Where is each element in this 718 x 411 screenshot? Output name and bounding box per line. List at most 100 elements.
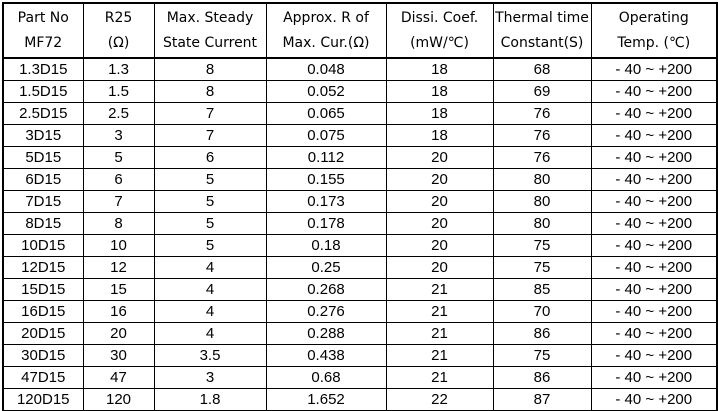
cell-part-no: 15D15 xyxy=(2,278,84,301)
table-row: 2.5D15 2.5 7 0.065 18 76- 40 ~ +200 xyxy=(2,102,718,125)
cell-approx-r-max-cur: 0.065 xyxy=(265,102,387,125)
cell-max-steady-current: 4 xyxy=(153,322,267,345)
cell-thermal-time-constant: 68 xyxy=(492,57,592,81)
cell-part-no: 7D15 xyxy=(2,190,84,213)
column-header-part-no: Part No MF72 xyxy=(2,2,84,59)
cell-r25: 3 xyxy=(82,124,155,147)
header-row: Part No MF72 R25 (Ω) Max. Steady State Curren… xyxy=(2,2,718,59)
cell-r25: 15 xyxy=(82,278,155,301)
cell-approx-r-max-cur: 0.268 xyxy=(265,278,387,301)
table-row: 30D15 30 3.5 0.438 21 75- 40 ~ +200 xyxy=(2,344,718,367)
cell-r25: 20 xyxy=(82,322,155,345)
cell-operating-temp: - 40 ~ +200 xyxy=(590,366,718,389)
cell-operating-temp: - 40 ~ +200 xyxy=(590,300,718,323)
cell-max-steady-current: 3 xyxy=(153,366,267,389)
cell-dissi-coef: 20 xyxy=(385,256,494,279)
table-row: 3D15 3 7 0.075 18 76- 40 ~ +200 xyxy=(2,124,718,147)
cell-dissi-coef: 21 xyxy=(385,366,494,389)
column-header-part-no-line1: Part No xyxy=(17,9,69,26)
cell-operating-temp: - 40 ~ +200 xyxy=(590,388,718,411)
cell-operating-temp: - 40 ~ +200 xyxy=(590,278,718,301)
cell-max-steady-current: 8 xyxy=(153,80,267,103)
cell-part-no: 1.5D15 xyxy=(2,80,84,103)
cell-part-no: 16D15 xyxy=(2,300,84,323)
column-header-thermal-time-constant-line1: Thermal time xyxy=(495,9,589,26)
table-row: 1.3D15 1.3 8 0.048 18 68- 40 ~ +200 xyxy=(2,57,718,81)
column-header-max-steady-current-line1: Max. Steady xyxy=(166,9,254,26)
cell-r25: 7 xyxy=(82,190,155,213)
table-row: 20D15 20 4 0.288 21 86- 40 ~ +200 xyxy=(2,322,718,345)
cell-max-steady-current: 6 xyxy=(153,146,267,169)
column-header-dissi-coef-line1: Dissi. Coef. xyxy=(400,9,479,26)
cell-dissi-coef: 18 xyxy=(385,57,494,81)
cell-dissi-coef: 21 xyxy=(385,278,494,301)
cell-max-steady-current: 5 xyxy=(153,212,267,235)
cell-r25: 6 xyxy=(82,168,155,191)
column-header-dissi-coef: Dissi. Coef. (mW/℃) xyxy=(385,2,494,59)
cell-r25: 8 xyxy=(82,212,155,235)
cell-operating-temp: - 40 ~ +200 xyxy=(590,124,718,147)
cell-operating-temp: - 40 ~ +200 xyxy=(590,234,718,257)
cell-part-no: 20D15 xyxy=(2,322,84,345)
cell-max-steady-current: 1.8 xyxy=(153,388,267,411)
table-row: 7D15 7 5 0.173 20 80- 40 ~ +200 xyxy=(2,190,718,213)
cell-approx-r-max-cur: 0.052 xyxy=(265,80,387,103)
cell-thermal-time-constant: 80 xyxy=(492,190,592,213)
cell-operating-temp: - 40 ~ +200 xyxy=(590,322,718,345)
table-row: 1.5D15 1.5 8 0.052 18 69- 40 ~ +200 xyxy=(2,80,718,103)
cell-thermal-time-constant: 70 xyxy=(492,300,592,323)
cell-approx-r-max-cur: 0.075 xyxy=(265,124,387,147)
cell-thermal-time-constant: 75 xyxy=(492,256,592,279)
cell-max-steady-current: 8 xyxy=(153,57,267,81)
column-header-r25-line1: R25 xyxy=(104,9,133,26)
table-row: 5D15 5 6 0.112 20 76- 40 ~ +200 xyxy=(2,146,718,169)
cell-approx-r-max-cur: 0.048 xyxy=(265,57,387,81)
cell-max-steady-current: 7 xyxy=(153,124,267,147)
column-header-operating-temp: Operating Temp. (℃) xyxy=(590,2,718,59)
cell-approx-r-max-cur: 0.25 xyxy=(265,256,387,279)
cell-part-no: 3D15 xyxy=(2,124,84,147)
cell-operating-temp: - 40 ~ +200 xyxy=(590,190,718,213)
cell-r25: 10 xyxy=(82,234,155,257)
cell-thermal-time-constant: 76 xyxy=(492,102,592,125)
cell-r25: 12 xyxy=(82,256,155,279)
cell-approx-r-max-cur: 0.438 xyxy=(265,344,387,367)
cell-operating-temp: - 40 ~ +200 xyxy=(590,344,718,367)
cell-r25: 1.5 xyxy=(82,80,155,103)
cell-max-steady-current: 5 xyxy=(153,190,267,213)
table-row: 6D15 6 5 0.155 20 80- 40 ~ +200 xyxy=(2,168,718,191)
cell-max-steady-current: 5 xyxy=(153,168,267,191)
cell-max-steady-current: 4 xyxy=(153,300,267,323)
cell-part-no: 47D15 xyxy=(2,366,84,389)
cell-dissi-coef: 21 xyxy=(385,322,494,345)
cell-max-steady-current: 3.5 xyxy=(153,344,267,367)
cell-max-steady-current: 4 xyxy=(153,278,267,301)
cell-part-no: 8D15 xyxy=(2,212,84,235)
cell-r25: 16 xyxy=(82,300,155,323)
cell-r25: 120 xyxy=(82,388,155,411)
cell-thermal-time-constant: 80 xyxy=(492,212,592,235)
cell-r25: 1.3 xyxy=(82,57,155,81)
cell-approx-r-max-cur: 1.652 xyxy=(265,388,387,411)
column-header-approx-r-max-cur-line2: Max. Cur.(Ω) xyxy=(282,34,370,51)
cell-dissi-coef: 18 xyxy=(385,102,494,125)
table-row: 8D15 8 5 0.178 20 80- 40 ~ +200 xyxy=(2,212,718,235)
cell-operating-temp: - 40 ~ +200 xyxy=(590,80,718,103)
cell-thermal-time-constant: 86 xyxy=(492,322,592,345)
cell-thermal-time-constant: 75 xyxy=(492,344,592,367)
cell-approx-r-max-cur: 0.112 xyxy=(265,146,387,169)
cell-part-no: 5D15 xyxy=(2,146,84,169)
cell-thermal-time-constant: 87 xyxy=(492,388,592,411)
cell-thermal-time-constant: 69 xyxy=(492,80,592,103)
cell-approx-r-max-cur: 0.276 xyxy=(265,300,387,323)
cell-operating-temp: - 40 ~ +200 xyxy=(590,57,718,81)
cell-operating-temp: - 40 ~ +200 xyxy=(590,102,718,125)
cell-part-no: 30D15 xyxy=(2,344,84,367)
cell-approx-r-max-cur: 0.288 xyxy=(265,322,387,345)
cell-dissi-coef: 21 xyxy=(385,300,494,323)
column-header-max-steady-current-line2: State Current xyxy=(162,34,258,51)
cell-part-no: 10D15 xyxy=(2,234,84,257)
table-body: 1.3D15 1.3 8 0.048 18 68- 40 ~ +200 1.5D15 1.5 8… xyxy=(2,57,718,411)
cell-approx-r-max-cur: 0.173 xyxy=(265,190,387,213)
